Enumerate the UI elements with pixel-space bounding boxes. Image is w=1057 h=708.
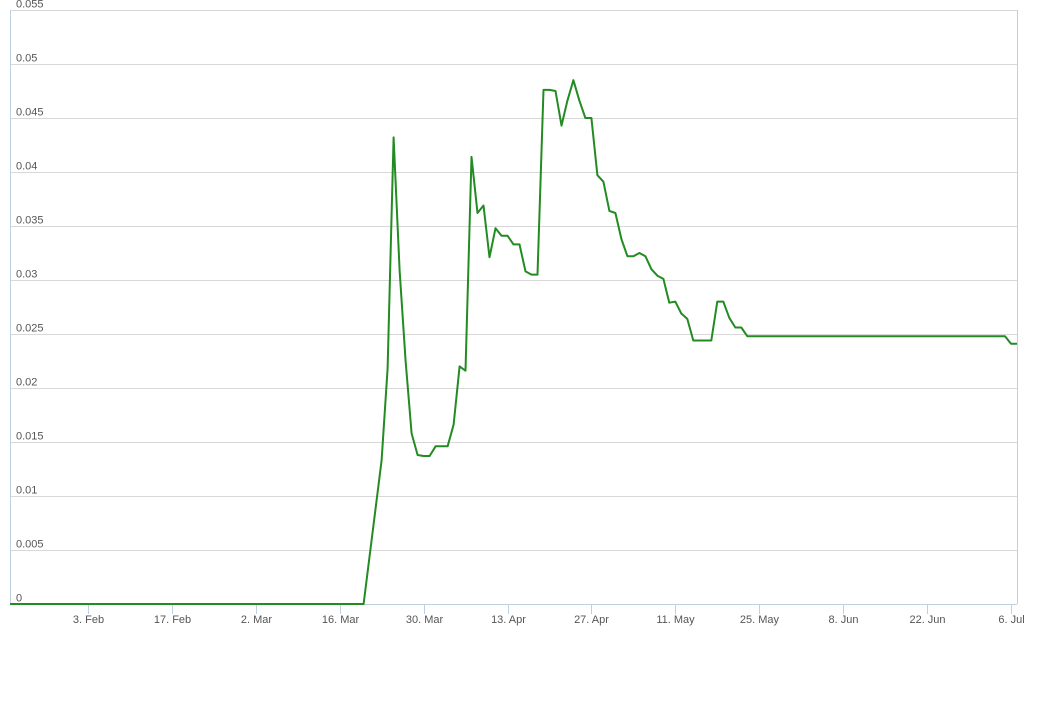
x-tick-label: 16. Mar [322,614,360,626]
x-tick-label: 11. May [656,614,695,626]
y-axis-ticks: 0 0.005 0.01 0.015 0.02 0.025 0.03 0.035 0.04 0.0… [16,0,44,605]
y-tick-label: 0.005 [16,539,44,551]
y-tick-label: 0.055 [16,0,44,11]
x-tick-label: 30. Mar [406,614,444,626]
x-tick-label: 2. Mar [241,614,273,626]
x-tick-label: 13. Apr [491,614,526,626]
y-tick-label: 0 [16,593,22,605]
y-tick-label: 0.015 [16,431,44,443]
x-axis-ticks: 3. Feb 17. Feb 2. Mar 16. Mar 30. Mar 13. Apr… [73,604,1025,626]
x-tick-label: 6. Jul [998,614,1024,626]
y-tick-label: 0.01 [16,485,37,497]
x-tick-label: 3. Feb [73,614,104,626]
axes [10,10,1018,605]
y-tick-label: 0.02 [16,377,37,389]
y-tick-label: 0.045 [16,107,44,119]
y-tick-label: 0.025 [16,323,44,335]
grid-lines [10,10,1017,551]
y-tick-label: 0.03 [16,269,37,281]
x-tick-label: 17. Feb [154,614,191,626]
y-tick-label: 0.04 [16,161,37,173]
series-group [10,79,1017,605]
x-tick-label: 25. May [740,614,780,626]
y-tick-label: 0.035 [16,215,44,227]
series-line [10,79,1017,605]
y-tick-label: 0.05 [16,53,37,65]
x-tick-label: 8. Jun [829,614,859,626]
x-tick-label: 27. Apr [574,614,609,626]
x-tick-label: 22. Jun [909,614,945,626]
